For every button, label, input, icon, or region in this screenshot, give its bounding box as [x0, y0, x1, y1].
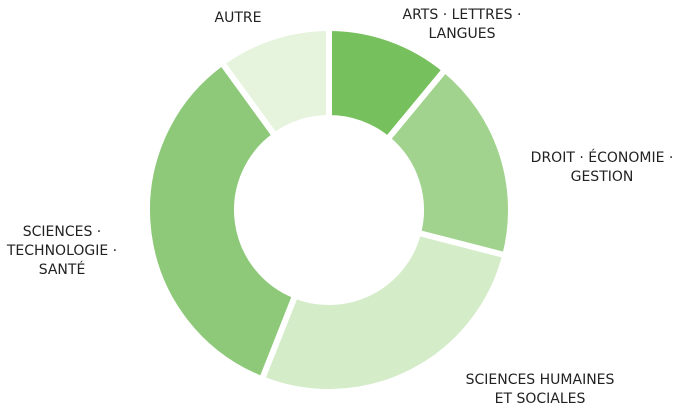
segment-label: AUTRE: [215, 10, 262, 26]
segment-label: DROIT · ÉCONOMIE · GESTION: [531, 149, 674, 185]
donut-segment: [258, 229, 509, 395]
donut-segment: [144, 58, 300, 384]
donut-segment: [217, 24, 332, 140]
donut-segment: [383, 65, 514, 259]
segment-label: SCIENCES · TECHNOLOGIE · SANTÉ: [6, 224, 117, 278]
segment-label: SCIENCES HUMAINES ET SOCIALES: [466, 372, 615, 404]
segment-label: ARTS · LETTRES · LANGUES: [403, 7, 522, 42]
